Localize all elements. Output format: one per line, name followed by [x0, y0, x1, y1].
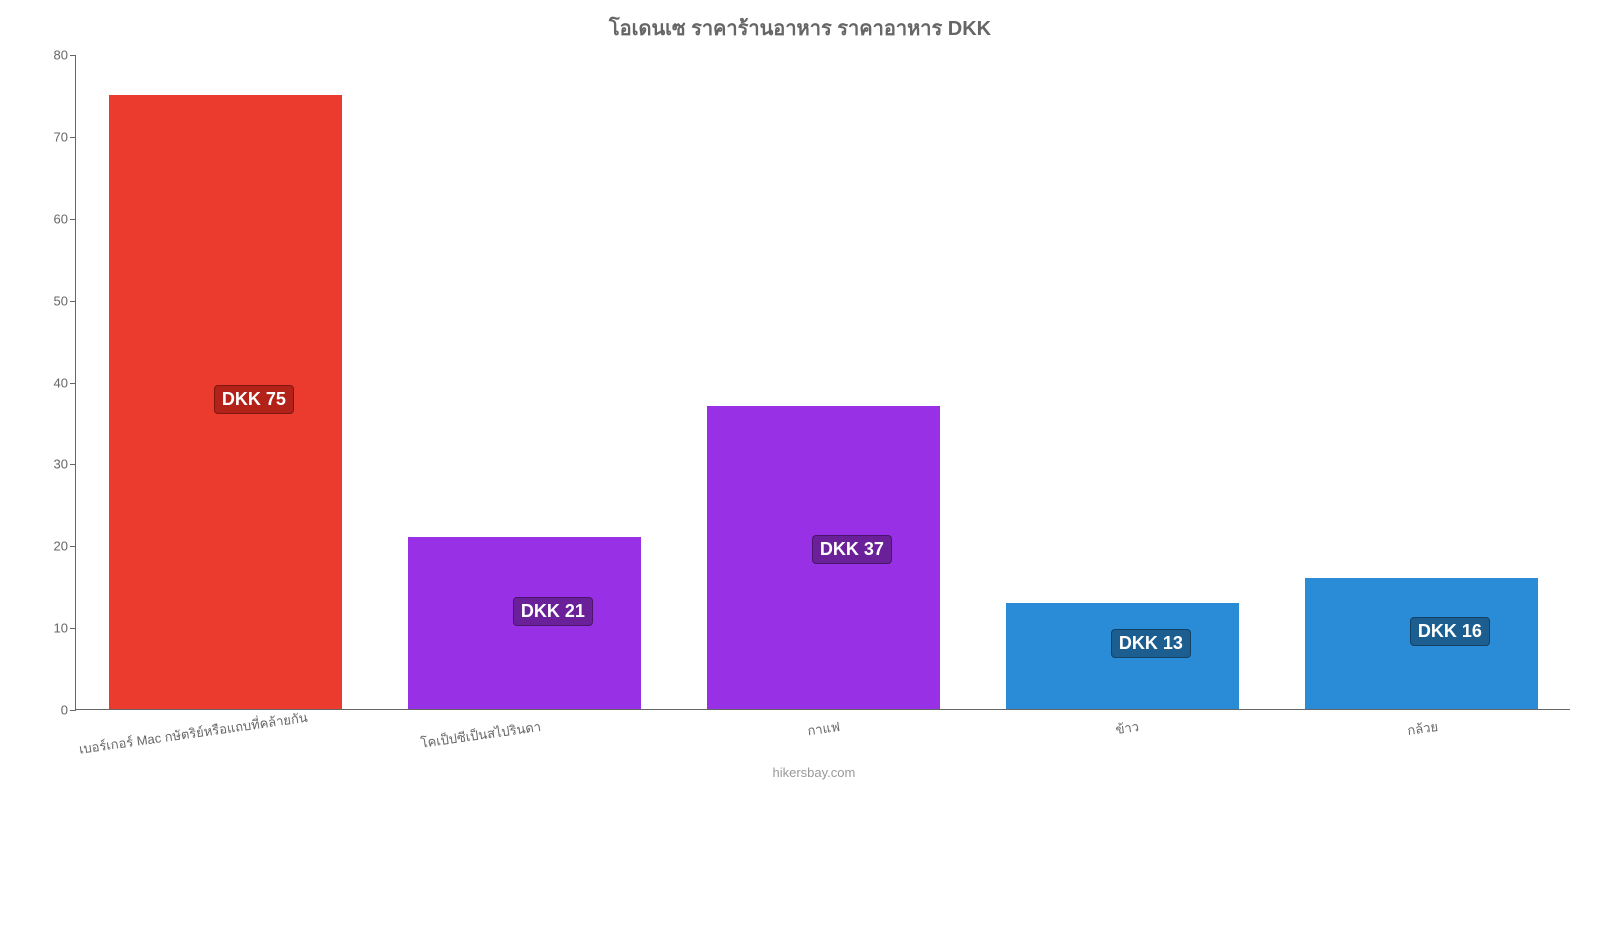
x-category-label: เบอร์เกอร์ Mac กษัตริย์หรือแถบที่คล้ายกั…	[78, 716, 244, 760]
attribution: hikersbay.com	[773, 765, 856, 780]
bar-chart: โอเดนเซ ราคาร้านอาหาร ราคาอาหาร DKK 0102…	[0, 0, 1600, 800]
data-label: DKK 21	[513, 597, 593, 626]
data-label: DKK 37	[812, 535, 892, 564]
y-tick-mark	[70, 55, 76, 56]
y-tick-mark	[70, 628, 76, 629]
y-tick-mark	[70, 301, 76, 302]
y-tick-mark	[70, 219, 76, 220]
y-tick-mark	[70, 546, 76, 547]
data-label: DKK 16	[1410, 617, 1490, 646]
plot-area: 01020304050607080DKK 75เบอร์เกอร์ Mac กษ…	[75, 55, 1570, 710]
y-tick-mark	[70, 464, 76, 465]
y-tick-mark	[70, 137, 76, 138]
y-tick-mark	[70, 383, 76, 384]
data-label: DKK 75	[214, 385, 294, 414]
y-tick-mark	[70, 710, 76, 711]
data-label: DKK 13	[1111, 629, 1191, 658]
chart-title: โอเดนเซ ราคาร้านอาหาร ราคาอาหาร DKK	[0, 12, 1600, 44]
